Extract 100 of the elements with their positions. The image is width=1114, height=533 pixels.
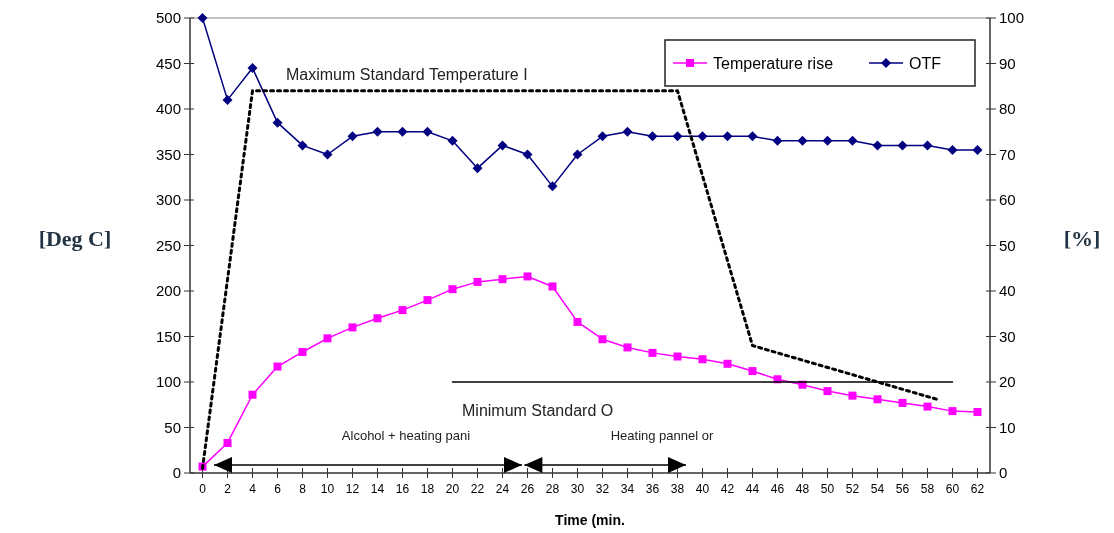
point <box>972 144 983 155</box>
point <box>872 140 883 151</box>
point <box>723 359 732 368</box>
annotation: Alcohol + heating pani <box>341 428 471 443</box>
x-tick-label: 62 <box>970 482 985 496</box>
point <box>548 282 557 291</box>
point <box>897 140 908 151</box>
x-tick-label: 6 <box>274 482 282 496</box>
x-tick-label: 42 <box>720 482 735 496</box>
x-tick-label: 28 <box>545 482 560 496</box>
point <box>873 395 882 404</box>
y-tick-label: 400 <box>155 100 181 118</box>
point <box>522 149 533 160</box>
point <box>197 13 208 23</box>
point <box>472 163 483 174</box>
x-tick-label: 16 <box>395 482 410 496</box>
point <box>647 131 658 142</box>
point <box>747 131 758 142</box>
legend-label: Temperature rise <box>713 54 834 72</box>
x-tick-label: 46 <box>770 482 785 496</box>
y2-tick-label: 10 <box>999 418 1016 436</box>
y-axis-title: [Deg C] <box>38 225 112 251</box>
y2-tick-label: 90 <box>999 54 1016 72</box>
point <box>572 149 583 160</box>
x-tick-label: 22 <box>470 482 485 496</box>
y-tick-label: 150 <box>155 327 181 345</box>
point <box>573 317 582 326</box>
point <box>748 367 757 376</box>
point <box>797 135 808 146</box>
point <box>523 272 532 281</box>
x-tick-label: 32 <box>595 482 610 496</box>
x-tick-label: 34 <box>620 482 635 496</box>
x-tick-label: 58 <box>920 482 935 496</box>
point <box>973 408 982 417</box>
y-tick-label: 450 <box>155 54 181 72</box>
y-tick-label: 0 <box>172 464 181 482</box>
y2-tick-label: 50 <box>999 236 1016 254</box>
point <box>373 314 382 323</box>
y2-tick-label: 0 <box>999 464 1008 482</box>
x-tick-label: 12 <box>345 482 360 496</box>
x-tick-label: 14 <box>370 482 385 496</box>
point <box>848 391 857 400</box>
point <box>273 362 282 371</box>
point <box>272 117 283 128</box>
point <box>498 275 507 284</box>
point <box>447 135 458 146</box>
point <box>397 126 408 137</box>
point <box>623 343 632 352</box>
point <box>722 131 733 142</box>
x-tick-label: 54 <box>870 482 885 496</box>
point <box>598 335 607 344</box>
point <box>597 131 608 142</box>
point <box>347 131 358 142</box>
point <box>423 296 432 305</box>
point <box>322 149 333 160</box>
x-tick-label: 60 <box>945 482 960 496</box>
y2-axis-title: [%] <box>1063 225 1101 251</box>
y-tick-label: 50 <box>164 418 181 436</box>
x-tick-label: 38 <box>670 482 685 496</box>
point <box>247 63 258 74</box>
x-tick-label: 8 <box>299 482 307 496</box>
point <box>372 126 383 137</box>
y-tick-label: 250 <box>155 236 181 254</box>
point <box>422 126 433 137</box>
point <box>223 438 232 447</box>
x-tick-label: 18 <box>420 482 435 496</box>
annotation: Heating pannel or <box>610 428 714 443</box>
point <box>698 355 707 364</box>
y2-tick-label: 70 <box>999 145 1016 163</box>
y-tick-label: 500 <box>155 9 181 27</box>
point <box>672 131 683 142</box>
x-tick-label: 36 <box>645 482 660 496</box>
point <box>648 348 657 357</box>
x-tick-label: 26 <box>520 482 535 496</box>
point <box>547 181 558 192</box>
point <box>298 347 307 356</box>
point <box>847 135 858 146</box>
point <box>622 126 633 137</box>
x-tick-label: 40 <box>695 482 710 496</box>
point <box>473 277 482 286</box>
point <box>673 352 682 361</box>
point <box>348 323 357 332</box>
legend-label: OTF <box>909 54 942 72</box>
x-tick-label: 56 <box>895 482 910 496</box>
y-tick-label: 300 <box>155 191 181 209</box>
x-tick-label: 50 <box>820 482 835 496</box>
point <box>297 140 308 151</box>
x-tick-label: 30 <box>570 482 585 496</box>
point <box>248 390 257 399</box>
point <box>448 285 457 294</box>
annotation: Maximum Standard Temperature I <box>286 66 528 83</box>
point <box>772 135 783 146</box>
y-tick-label: 350 <box>155 145 181 163</box>
y2-tick-label: 40 <box>999 282 1016 300</box>
point <box>947 144 958 155</box>
point <box>398 306 407 315</box>
y2-tick-label: 20 <box>999 373 1016 391</box>
y2-tick-label: 80 <box>999 100 1016 118</box>
point <box>948 407 957 416</box>
y-tick-label: 200 <box>155 282 181 300</box>
